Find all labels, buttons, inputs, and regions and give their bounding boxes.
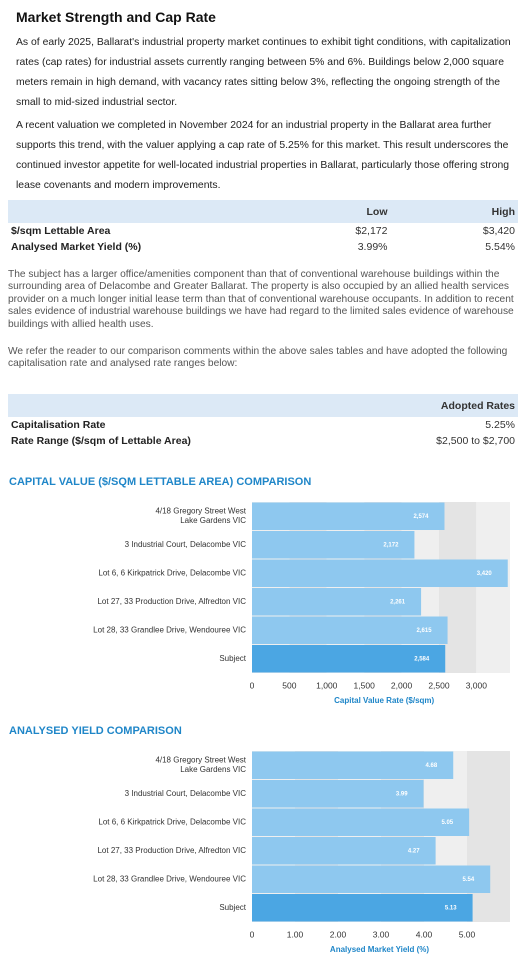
bar [252,559,508,587]
background-band [381,751,424,922]
category-label: Subject [219,654,246,663]
cell: $2,500 to $2,700 [436,435,515,447]
bar [252,865,491,893]
chart-title: ANALYSED YIELD COMPARISON [9,725,182,737]
bar [252,837,436,865]
value-label: 2,574 [413,514,429,520]
bar [252,588,422,616]
column-header: Low [212,200,391,223]
x-tick-label: 1.00 [287,929,304,939]
background-band [252,751,295,922]
cell: 5.25% [485,419,515,431]
x-tick-label: 3.00 [373,929,390,939]
note: The subject has a larger office/amenitie… [8,269,514,330]
background-band [289,502,327,673]
background-band [424,751,467,922]
value-label: 2,615 [417,628,433,634]
paragraph: A recent valuation we completed in Novem… [16,120,510,191]
category-label: 3 Industrial Court, Delacombe VIC [125,789,247,798]
value-label: 5.54 [463,877,475,883]
bar [252,502,445,530]
value-label: 5.13 [445,905,457,911]
background-band [401,502,439,673]
background-band [467,751,510,922]
x-tick-label: 2,500 [428,680,450,690]
value-label: 3.99 [396,791,408,797]
x-tick-label: 0 [250,680,255,690]
row-label: Analysed Market Yield (%) [11,241,142,253]
row-label: Rate Range ($/sqm of Lettable Area) [11,435,191,447]
category-label: Lot 6, 6 Kirkpatrick Drive, Delacombe VI… [98,568,246,577]
x-tick-label: 2.00 [330,929,347,939]
title: Market Strength and Cap Rate [16,9,216,25]
x-tick-label: 1,500 [354,680,376,690]
column-header: High [390,200,518,223]
x-tick-label: 2,000 [391,680,413,690]
cell: 3.99% [357,241,388,253]
chart-title: CAPITAL VALUE ($/SQM LETTABLE AREA) COMP… [9,476,311,488]
category-label: 3 Industrial Court, Delacombe VIC [125,540,247,549]
value-label: 2,261 [390,599,406,605]
value-label: 3,420 [477,571,493,577]
bar [252,808,470,836]
bar [252,531,415,559]
cell: $2,172 [355,225,388,237]
category-label: Subject [219,903,246,912]
chart: CAPITAL VALUE ($/SQM LETTABLE AREA) COMP… [9,476,510,705]
bar [252,616,448,644]
value-label: 4.27 [408,848,420,854]
row-label: Capitalisation Rate [11,419,106,431]
x-tick-label: 4.00 [416,929,433,939]
cell: 5.54% [485,241,515,253]
background-band [326,502,365,673]
value-label: 5.05 [441,820,453,826]
row-label: $/sqm Lettable Area [11,225,111,237]
x-tick-label: 5.00 [459,929,476,939]
background-band [476,502,510,673]
category-label: Lot 27, 33 Production Drive, Alfredton V… [97,846,246,855]
note: We refer the reader to our comparison co… [8,346,508,370]
x-tick-label: 0 [250,929,255,939]
x-tick-label: 3,000 [466,680,488,690]
bar [252,894,473,922]
category-label: Lot 28, 33 Grandlee Drive, Wendouree VIC [93,874,246,883]
background-band [438,502,477,673]
category-label: 4/18 Gregory Street West Lake Gardens VIC [155,507,246,526]
range-table: Low High $/sqm Lettable Area $2,172 $3,420 … [8,200,518,255]
bar [252,645,446,673]
column-header: Adopted Rates [314,394,518,417]
chart: ANALYSED YIELD COMPARISON 0 1.00 2.00 3.00 4.… [9,725,510,954]
background-band [252,502,290,673]
category-label: Lot 28, 33 Grandlee Drive, Wendouree VIC [93,625,246,634]
category-label: Lot 27, 33 Production Drive, Alfredton V… [97,597,246,606]
background-band [364,502,402,673]
value-label: 2,584 [414,656,430,662]
bar [252,751,454,779]
cell: $3,420 [482,225,515,237]
value-label: 2,172 [383,542,399,548]
value-label: 4.68 [426,763,438,769]
x-tick-label: 500 [282,680,296,690]
adopted-table: Adopted Rates Capitalisation Rate 5.25% R… [8,394,518,449]
bar [252,780,424,808]
paragraph: As of early 2025, Ballarat's industrial … [16,37,511,108]
x-axis-title: Analysed Market Yield (%) [330,945,429,954]
background-band [295,751,338,922]
category-label: Lot 6, 6 Kirkpatrick Drive, Delacombe VI… [98,817,246,826]
category-label: 4/18 Gregory Street West Lake Gardens VIC [155,756,246,775]
x-axis-title: Capital Value Rate ($/sqm) [334,696,434,705]
x-tick-label: 1,000 [316,680,338,690]
background-band [338,751,381,922]
